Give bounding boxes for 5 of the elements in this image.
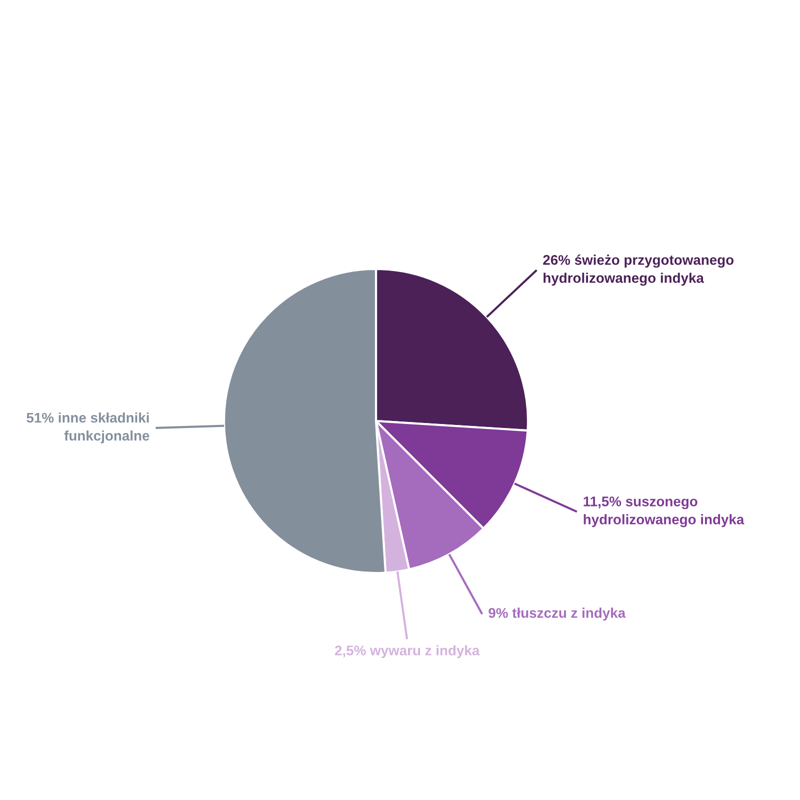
slice-label: 26% świeżo przygotowanego hydrolizowanego indyka (543, 254, 734, 286)
slice-label: 2,5% wywaru z indyka (334, 645, 480, 658)
slice-label: 9% tłuszczu z indyka (488, 608, 626, 621)
slice-label: 11,5% suszonego hydrolizowanego indyka (584, 496, 744, 528)
slice-label: 51% inne składniki funkcjonalne (26, 412, 150, 444)
